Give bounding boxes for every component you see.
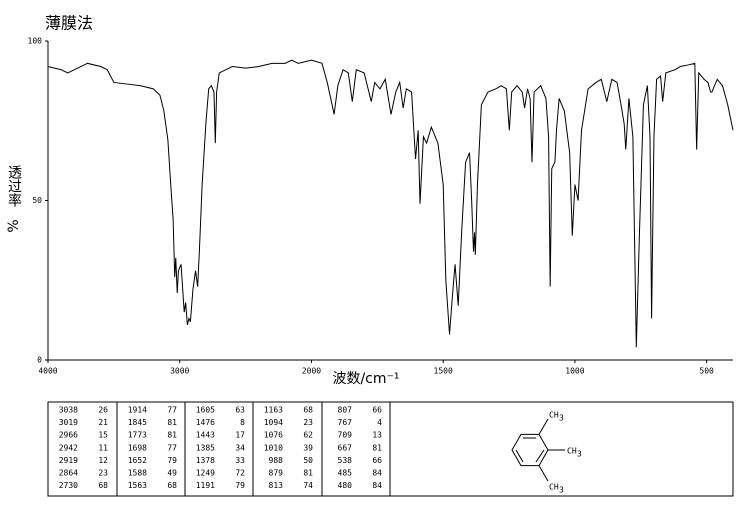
peak-transmittance: 81: [303, 469, 313, 478]
peak-wavenumber: 2966: [59, 431, 78, 440]
peak-transmittance: 68: [98, 481, 108, 490]
peak-wavenumber: 1378: [196, 456, 215, 465]
peak-transmittance: 11: [98, 443, 108, 452]
peak-transmittance: 79: [167, 456, 177, 465]
y-axis-unit: %: [6, 219, 22, 232]
y-tick-label: 100: [28, 37, 43, 46]
y-tick-label: 0: [37, 356, 42, 365]
substituent-label: CH: [567, 447, 577, 456]
peak-transmittance: 23: [98, 469, 108, 478]
peak-transmittance: 66: [372, 406, 382, 415]
peak-transmittance: 39: [303, 443, 313, 452]
peak-wavenumber: 1845: [128, 418, 147, 427]
peak-wavenumber: 2864: [59, 469, 78, 478]
peak-transmittance: 26: [98, 406, 108, 415]
peak-wavenumber: 767: [338, 418, 353, 427]
peak-wavenumber: 2919: [59, 456, 78, 465]
peak-transmittance: 21: [98, 418, 108, 427]
peak-wavenumber: 1076: [264, 431, 283, 440]
x-tick-label: 1000: [565, 367, 584, 376]
peak-transmittance: 84: [372, 469, 382, 478]
peak-wavenumber: 1385: [196, 443, 215, 452]
peak-transmittance: 77: [167, 443, 177, 452]
peak-wavenumber: 807: [338, 406, 353, 415]
peak-wavenumber: 1563: [128, 481, 147, 490]
peak-wavenumber: 1588: [128, 469, 147, 478]
y-tick-label: 50: [32, 196, 42, 205]
peak-transmittance: 72: [235, 469, 245, 478]
peak-transmittance: 81: [372, 443, 382, 452]
table-separators: [116, 402, 391, 496]
peak-wavenumber: 709: [338, 431, 353, 440]
peak-wavenumber: 879: [269, 469, 284, 478]
peak-transmittance: 15: [98, 431, 108, 440]
peak-transmittance: 68: [303, 406, 313, 415]
substituent-label: CH: [549, 483, 559, 492]
x-tick-label: 2000: [302, 367, 321, 376]
peak-transmittance: 84: [372, 481, 382, 490]
peak-wavenumber: 3019: [59, 418, 78, 427]
peak-transmittance: 4: [377, 418, 382, 427]
peak-wavenumber: 1443: [196, 431, 215, 440]
peak-wavenumber: 480: [338, 481, 353, 490]
peak-wavenumber: 1914: [128, 406, 147, 415]
peak-transmittance: 74: [303, 481, 313, 490]
peak-wavenumber: 1773: [128, 431, 147, 440]
substituent-subscript: 3: [559, 486, 564, 495]
substituent-label: CH: [549, 411, 559, 420]
peak-wavenumber: 485: [338, 469, 353, 478]
peak-wavenumber: 1191: [196, 481, 215, 490]
peak-wavenumber: 1605: [196, 406, 215, 415]
peak-transmittance: 8: [240, 418, 245, 427]
peak-wavenumber: 2730: [59, 481, 78, 490]
peak-wavenumber: 2942: [59, 443, 78, 452]
peak-wavenumber: 1652: [128, 456, 147, 465]
peak-wavenumber: 1476: [196, 418, 215, 427]
x-tick-label: 500: [699, 367, 714, 376]
peak-transmittance: 49: [167, 469, 177, 478]
benzene-ring: [511, 418, 565, 482]
peak-transmittance: 13: [372, 431, 382, 440]
peak-wavenumber: 667: [338, 443, 353, 452]
spectrum-line: [47, 59, 734, 348]
peak-transmittance: 66: [372, 456, 382, 465]
peak-transmittance: 62: [303, 431, 313, 440]
peak-transmittance: 17: [235, 431, 245, 440]
peak-transmittance: 33: [235, 456, 245, 465]
x-axis-label: 波数/cm⁻¹: [332, 371, 399, 387]
peak-transmittance: 79: [235, 481, 245, 490]
peak-transmittance: 12: [98, 456, 108, 465]
peak-wavenumber: 1249: [196, 469, 215, 478]
y-axis-label: 透过率: [6, 165, 22, 207]
peak-transmittance: 68: [167, 481, 177, 490]
x-tick-label: 1500: [434, 367, 453, 376]
x-tick-label: 4000: [38, 367, 57, 376]
peak-wavenumber: 3038: [59, 406, 78, 415]
peak-wavenumber: 1094: [264, 418, 283, 427]
peak-transmittance: 81: [167, 418, 177, 427]
peak-transmittance: 34: [235, 443, 245, 452]
peak-transmittance: 81: [167, 431, 177, 440]
peak-wavenumber: 988: [269, 456, 284, 465]
x-tick-label: 3000: [170, 367, 189, 376]
peak-wavenumber: 813: [269, 481, 284, 490]
substituent-subscript: 3: [559, 414, 564, 423]
peak-transmittance: 50: [303, 456, 313, 465]
peak-transmittance: 23: [303, 418, 313, 427]
peak-wavenumber: 538: [338, 456, 353, 465]
substituent-subscript: 3: [577, 450, 582, 459]
peak-wavenumber: 1163: [264, 406, 283, 415]
peak-wavenumber: 1010: [264, 443, 283, 452]
peak-transmittance: 77: [167, 406, 177, 415]
chart-title: 薄膜法: [45, 14, 93, 33]
peak-wavenumber: 1698: [128, 443, 147, 452]
peak-transmittance: 63: [235, 406, 245, 415]
